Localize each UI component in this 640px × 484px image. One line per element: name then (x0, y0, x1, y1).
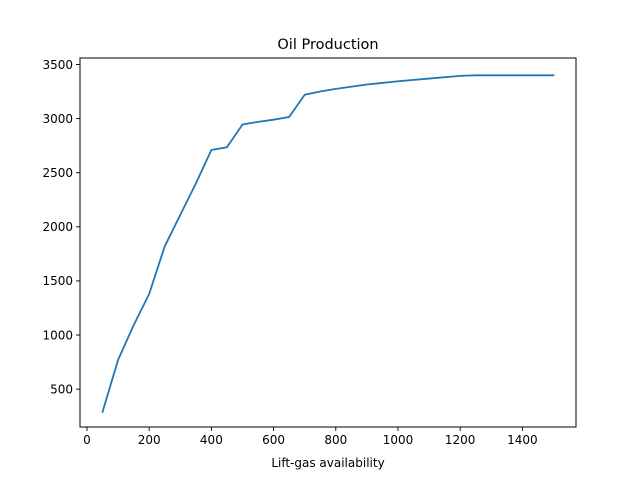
y-tick-label: 3500 (42, 58, 73, 72)
x-tick-label: 800 (324, 433, 347, 447)
x-tick-label: 200 (138, 433, 161, 447)
axes-frame (79, 57, 577, 428)
x-tick-label: 1400 (507, 433, 538, 447)
y-tick-label: 2000 (42, 220, 73, 234)
x-axis-label: Lift-gas availability (271, 456, 384, 470)
chart-title: Oil Production (277, 37, 378, 53)
x-tick-label: 1200 (445, 433, 476, 447)
y-tick-label: 3000 (42, 112, 73, 126)
plot-area (101, 74, 555, 413)
y-tick-label: 2500 (42, 166, 73, 180)
y-tick-label: 1000 (42, 328, 73, 342)
x-tick-label: 400 (200, 433, 223, 447)
series-line-oil-production (101, 74, 555, 413)
y-axis: 500 1000 1500 2000 2500 3000 3500 (42, 58, 80, 396)
y-tick-label: 500 (50, 382, 73, 396)
x-tick-label: 1000 (383, 433, 414, 447)
x-tick-label: 600 (262, 433, 285, 447)
x-axis: 0 200 400 600 800 1000 1200 1400 (83, 427, 538, 447)
y-tick-label: 1500 (42, 274, 73, 288)
x-tick-label: 0 (83, 433, 91, 447)
